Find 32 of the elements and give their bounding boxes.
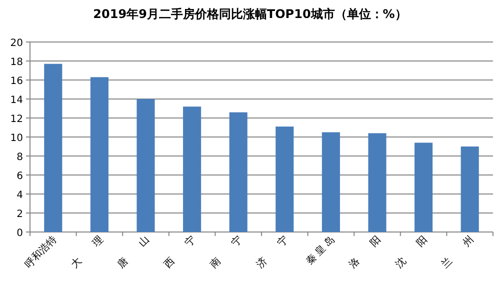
x-tick-label: 呼和浩特 — [22, 234, 60, 270]
y-tick-label: 0 — [16, 228, 23, 239]
y-tick-label: 2 — [16, 209, 23, 220]
x-tick-label: 沈 阳 — [392, 234, 430, 270]
y-tick-label: 6 — [16, 171, 23, 182]
x-tick-label: 唐 山 — [115, 234, 152, 270]
y-tick-label: 18 — [10, 57, 23, 68]
chart-title: 2019年9月二手房价格同比涨幅TOP10城市（单位：%） — [93, 7, 407, 21]
bar — [322, 132, 340, 232]
x-tick-label: 南 宁 — [208, 234, 244, 270]
bar — [414, 142, 433, 232]
x-tick-label: 济 宁 — [254, 234, 291, 270]
y-tick-label: 20 — [10, 38, 23, 49]
bar — [276, 126, 294, 232]
bar — [90, 77, 108, 232]
bar — [136, 99, 155, 232]
y-tick-label: 14 — [10, 95, 23, 106]
x-tick-label: 西 宁 — [161, 234, 198, 270]
x-tick-label: 兰 州 — [439, 234, 476, 270]
bar — [44, 64, 62, 232]
x-tick-label: 洛 阳 — [346, 234, 384, 270]
bar — [229, 112, 248, 232]
y-tick-label: 4 — [16, 190, 23, 201]
bar — [183, 106, 202, 232]
y-tick-label: 10 — [10, 133, 23, 144]
bar — [368, 133, 386, 232]
bar — [460, 146, 479, 232]
y-tick-label: 8 — [16, 152, 23, 163]
x-tick-label: 大 理 — [68, 234, 106, 270]
y-tick-label: 12 — [10, 114, 23, 125]
x-tick-label: 秦 皇 岛 — [304, 234, 338, 267]
y-tick-label: 16 — [10, 76, 23, 87]
